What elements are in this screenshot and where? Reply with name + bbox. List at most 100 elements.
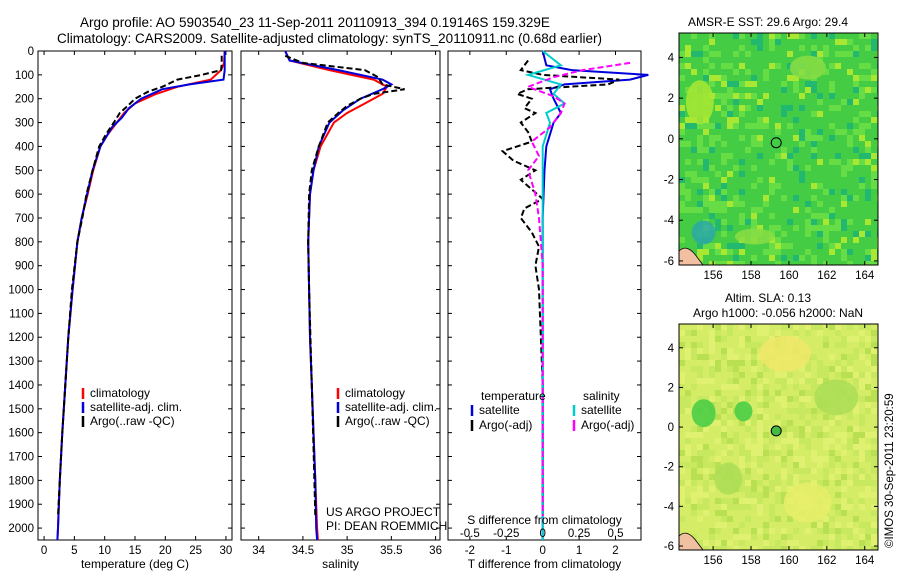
sla-map-cell bbox=[769, 438, 775, 444]
sla-map-cell bbox=[745, 504, 751, 510]
sst-map-cell bbox=[739, 135, 745, 141]
sla-map-cell bbox=[715, 498, 721, 504]
sst-map-blob bbox=[691, 220, 716, 245]
sla-map-cell bbox=[769, 486, 775, 492]
sst-map-cell bbox=[799, 93, 805, 99]
sst-map-cell bbox=[721, 177, 727, 183]
sla-map-cell bbox=[739, 450, 745, 456]
sla-map-cell bbox=[841, 474, 847, 480]
sla-map-cell bbox=[871, 492, 877, 498]
sst-map-cell bbox=[835, 129, 841, 135]
sst-map-cell bbox=[859, 153, 865, 159]
sla-map-cell bbox=[823, 378, 829, 384]
sst-map-cell bbox=[847, 135, 853, 141]
sla-map-cell bbox=[757, 384, 763, 390]
sla-map-cell bbox=[787, 432, 793, 438]
sla-map-cell bbox=[703, 480, 709, 486]
sla-map-cell bbox=[823, 438, 829, 444]
sst-map-cell bbox=[835, 153, 841, 159]
sla-map-cell bbox=[727, 360, 733, 366]
sla-map-cell bbox=[691, 348, 697, 354]
sst-map-cell bbox=[805, 201, 811, 207]
sla-map-cell bbox=[853, 438, 859, 444]
sst-map-cell bbox=[697, 243, 703, 249]
sla-map-cell bbox=[709, 396, 715, 402]
sst-map-cell bbox=[751, 255, 757, 261]
sst-map-cell bbox=[727, 117, 733, 123]
sla-map-cell bbox=[865, 408, 871, 414]
sla-map-cell bbox=[739, 324, 745, 330]
sla-map-cell bbox=[805, 420, 811, 426]
sla-map-cell bbox=[721, 450, 727, 456]
sst-map-cell bbox=[805, 135, 811, 141]
sla-map-cell bbox=[757, 396, 763, 402]
sla-map-cell bbox=[679, 450, 685, 456]
sla-map-cell bbox=[763, 366, 769, 372]
sst-map-cell bbox=[739, 171, 745, 177]
sst-map-blob bbox=[789, 55, 826, 80]
sla-map-cell bbox=[859, 414, 865, 420]
sla-map-cell bbox=[721, 336, 727, 342]
sst-map-cell bbox=[817, 201, 823, 207]
sla-map-cell bbox=[715, 336, 721, 342]
sla-map-cell bbox=[865, 378, 871, 384]
sla-map-cell bbox=[865, 528, 871, 534]
temperature-xlabel: temperature (deg C) bbox=[81, 557, 189, 571]
sst-map-cell bbox=[865, 159, 871, 165]
sst-map-cell bbox=[871, 165, 877, 171]
sla-map-cell bbox=[823, 468, 829, 474]
sst-map-cell bbox=[859, 129, 865, 135]
sla-map-cell bbox=[697, 348, 703, 354]
sla-map-cell bbox=[847, 324, 853, 330]
sst-map-cell bbox=[823, 219, 829, 225]
sdiff-tick-label: 0.25 bbox=[568, 528, 590, 540]
sst-map-cell bbox=[703, 159, 709, 165]
sla-map-blob bbox=[759, 335, 812, 372]
sla-map-cell bbox=[727, 330, 733, 336]
sla-map-cell bbox=[781, 396, 787, 402]
sst-map-cell bbox=[679, 111, 685, 117]
sla-map-cell bbox=[703, 498, 709, 504]
sst-map-cell bbox=[841, 195, 847, 201]
sst-map-cell bbox=[691, 33, 697, 39]
sla-map-cell bbox=[853, 432, 859, 438]
sst-map-cell bbox=[841, 219, 847, 225]
salinity-xtick-label: 35 bbox=[341, 545, 354, 557]
sla-map-cell bbox=[763, 486, 769, 492]
sla-map-cell bbox=[745, 426, 751, 432]
sla-map-cell bbox=[871, 534, 877, 540]
sla-map-cell bbox=[787, 324, 793, 330]
sst-map-cell bbox=[733, 117, 739, 123]
sla-map-cell bbox=[853, 516, 859, 522]
sla-map-cell bbox=[769, 450, 775, 456]
sst-map-cell bbox=[679, 237, 685, 243]
sla-map-cell bbox=[745, 444, 751, 450]
sla-map-cell bbox=[835, 504, 841, 510]
sla-map-cell bbox=[865, 486, 871, 492]
sst-map-cell bbox=[865, 261, 871, 265]
sst-map-cell bbox=[871, 171, 877, 177]
sla-map-cell bbox=[865, 456, 871, 462]
sla-map-cell bbox=[721, 432, 727, 438]
sla-map-cell bbox=[751, 480, 757, 486]
depth-tick-label: 800 bbox=[15, 237, 34, 249]
sst-map-cell bbox=[715, 189, 721, 195]
sla-map-cell bbox=[757, 492, 763, 498]
sla-map-cell bbox=[823, 540, 829, 546]
diff-legend-label: satellite bbox=[581, 403, 622, 417]
sst-map-cell bbox=[715, 51, 721, 57]
sst-map-cell bbox=[865, 33, 871, 39]
depth-tick-label: 600 bbox=[15, 189, 34, 201]
sst-map-cell bbox=[793, 87, 799, 93]
sst-map-cell bbox=[763, 69, 769, 75]
sst-map-cell bbox=[733, 93, 739, 99]
sst-map-cell bbox=[709, 51, 715, 57]
sla-map-cell bbox=[739, 456, 745, 462]
sla-map-cell bbox=[859, 504, 865, 510]
sla-map-cell bbox=[757, 342, 763, 348]
sst-map-cell bbox=[775, 243, 781, 249]
sla-map-cell bbox=[805, 438, 811, 444]
difference-xtick-label: 0 bbox=[539, 545, 545, 557]
sla-map-cell bbox=[793, 396, 799, 402]
temperature-legend-label: climatology bbox=[90, 386, 150, 400]
